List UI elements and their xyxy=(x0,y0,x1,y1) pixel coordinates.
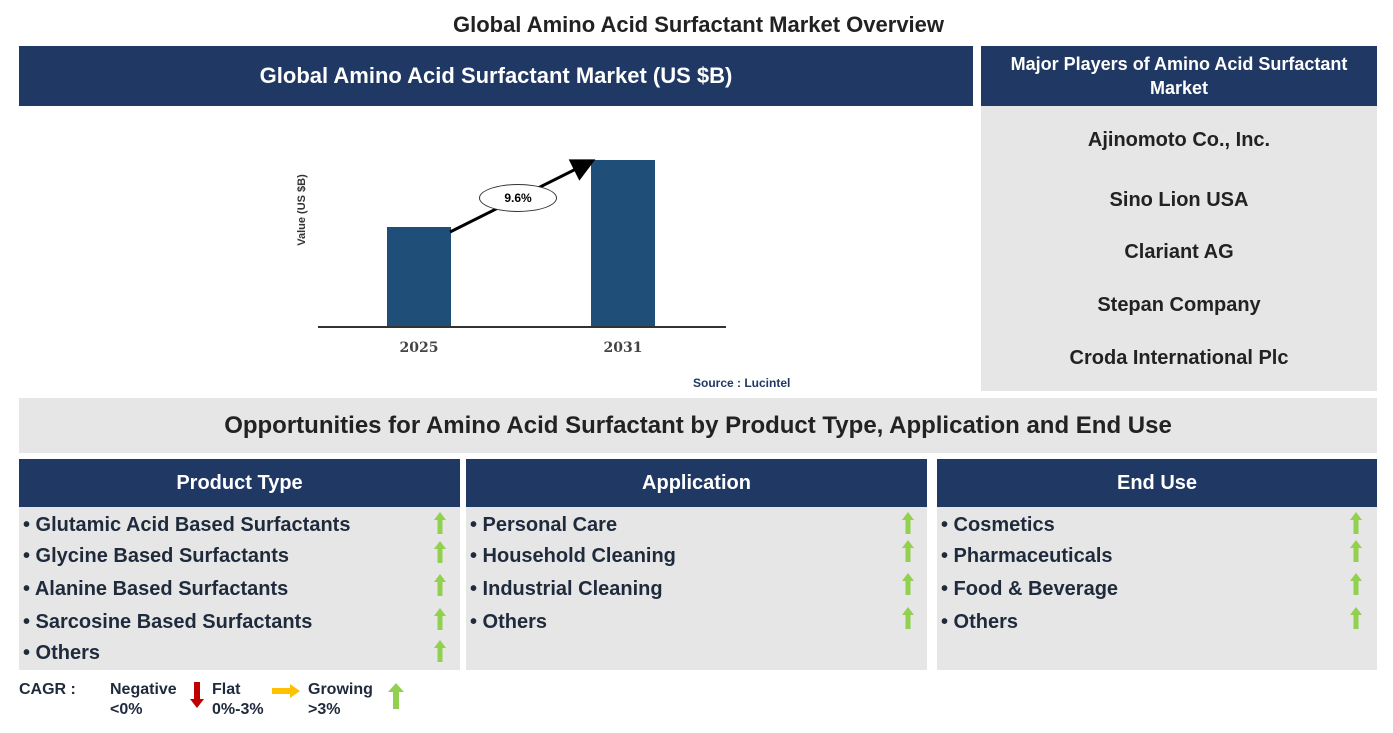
column-body: • Glutamic Acid Based Surfactants • Glyc… xyxy=(19,507,460,670)
list-item: • Sarcosine Based Surfactants xyxy=(23,611,313,633)
players-list: Ajinomoto Co., Inc. Sino Lion USA Claria… xyxy=(981,106,1377,391)
legend-negative-name: Negative xyxy=(110,681,177,698)
chart-x-axis xyxy=(318,326,726,328)
legend-negative-range: <0% xyxy=(110,701,143,718)
list-item: • Industrial Cleaning xyxy=(470,578,663,600)
column-header: End Use xyxy=(937,459,1377,507)
legend-flat-name: Flat xyxy=(212,681,241,698)
legend-growing-name: Growing xyxy=(308,681,373,698)
right-arrow-icon xyxy=(272,684,300,698)
page-title: Global Amino Acid Surfactant Market Over… xyxy=(452,12,945,37)
cagr-value: 9.6% xyxy=(504,191,532,205)
up-arrow-icon xyxy=(902,540,914,562)
list-item: • Others xyxy=(941,611,1019,633)
list-item: • Food & Beverage xyxy=(941,578,1119,600)
list-item: • Glycine Based Surfactants xyxy=(23,545,289,567)
bar-2031 xyxy=(591,160,655,327)
bar-2025 xyxy=(387,227,451,327)
list-item: • Glutamic Acid Based Surfactants xyxy=(23,514,351,536)
player-item: Croda International Plc xyxy=(1069,347,1289,369)
column-application: Application • Personal Care • Household … xyxy=(466,459,927,670)
column-product-type: Product Type • Glutamic Acid Based Surfa… xyxy=(19,459,460,670)
up-arrow-icon xyxy=(902,607,914,629)
player-item: Stepan Company xyxy=(1097,294,1261,316)
legend-flat-range: 0%-3% xyxy=(212,701,264,718)
legend-growing: Growing >3% xyxy=(308,680,373,720)
opportunities-banner: Opportunities for Amino Acid Surfactant … xyxy=(19,398,1377,453)
list-item: • Others xyxy=(23,642,101,664)
up-arrow-icon xyxy=(1350,607,1362,629)
player-item: Clariant AG xyxy=(1124,241,1234,263)
chart-header: Global Amino Acid Surfactant Market (US … xyxy=(19,46,973,106)
chart-y-axis-label: Value (US $B) xyxy=(296,174,308,246)
up-arrow-icon xyxy=(434,640,446,662)
legend-flat: Flat 0%-3% xyxy=(212,680,264,720)
down-arrow-icon xyxy=(190,682,204,708)
up-arrow-icon xyxy=(902,512,914,534)
legend-growing-range: >3% xyxy=(308,701,341,718)
legend-negative: Negative <0% xyxy=(110,680,177,720)
legend-label: CAGR : xyxy=(19,681,76,698)
x-tick-2025: 2025 xyxy=(399,340,439,356)
column-end-use: End Use • Cosmetics • Pharmaceuticals • … xyxy=(937,459,1377,670)
up-arrow-icon xyxy=(1350,540,1362,562)
player-item: Ajinomoto Co., Inc. xyxy=(1087,129,1271,151)
list-item: • Cosmetics xyxy=(941,514,1055,536)
column-body: • Cosmetics • Pharmaceuticals • Food & B… xyxy=(937,507,1377,670)
players-header: Major Players of Amino Acid Surfactant M… xyxy=(981,46,1377,106)
up-arrow-icon xyxy=(434,541,446,563)
list-item: • Personal Care xyxy=(470,514,618,536)
up-arrow-icon xyxy=(434,574,446,596)
player-item: Sino Lion USA xyxy=(1109,189,1249,211)
up-arrow-icon xyxy=(434,512,446,534)
up-arrow-icon xyxy=(388,683,404,709)
up-arrow-icon xyxy=(902,573,914,595)
column-header: Product Type xyxy=(19,459,460,507)
column-body: • Personal Care • Household Cleaning • I… xyxy=(466,507,927,670)
up-arrow-icon xyxy=(1350,512,1362,534)
x-tick-2031: 2031 xyxy=(603,340,643,356)
up-arrow-icon xyxy=(1350,573,1362,595)
list-item: • Alanine Based Surfactants xyxy=(23,578,289,600)
source-label: Source : Lucintel xyxy=(693,376,791,390)
cagr-annotation: 9.6% xyxy=(479,184,557,212)
up-arrow-icon xyxy=(434,608,446,630)
list-item: • Others xyxy=(470,611,548,633)
column-header: Application xyxy=(466,459,927,507)
list-item: • Pharmaceuticals xyxy=(941,545,1113,567)
list-item: • Household Cleaning xyxy=(470,545,676,567)
